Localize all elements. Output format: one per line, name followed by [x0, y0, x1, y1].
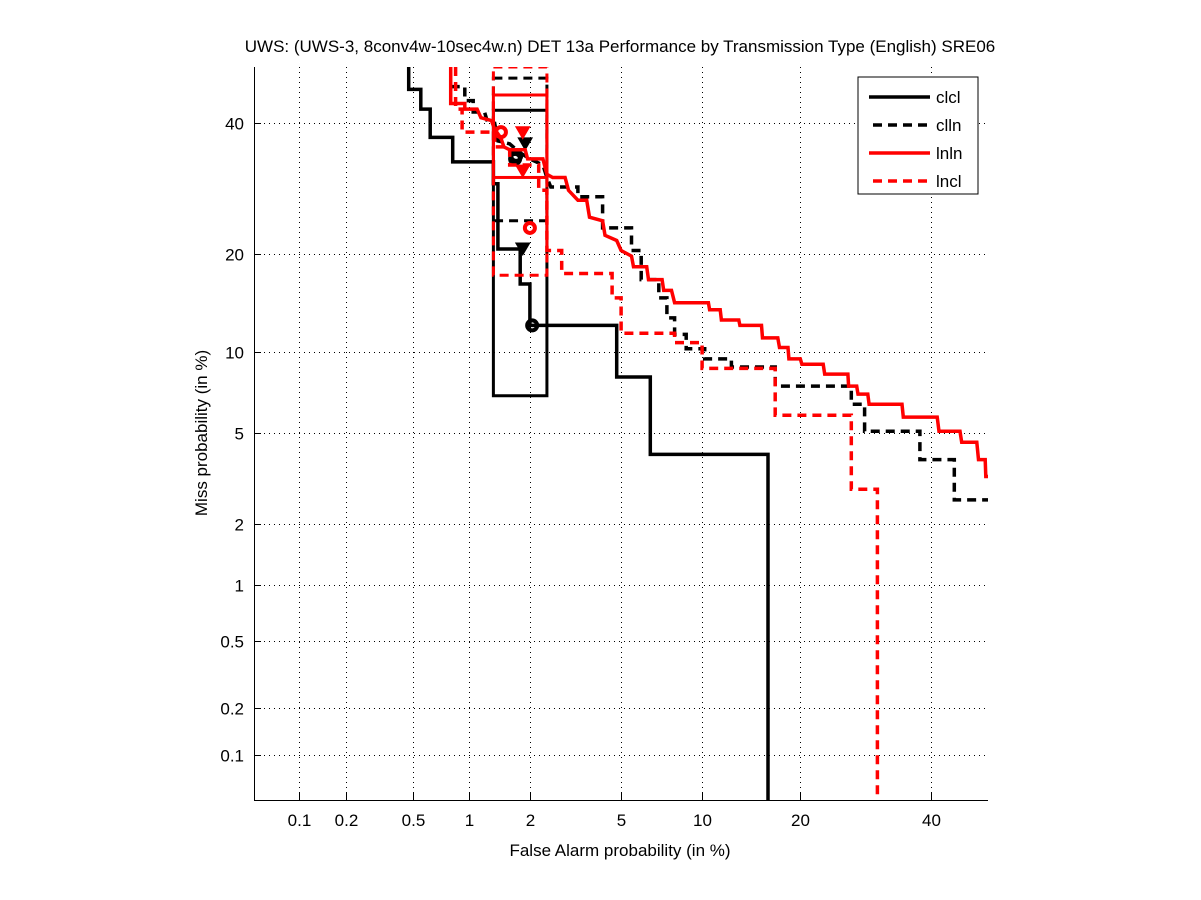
- curve-lncl: [453, 67, 880, 800]
- legend: clcl clln lnln lncl: [857, 76, 979, 195]
- confidence-box-lncl: [491, 67, 549, 277]
- marker-triangle-lncl: [514, 164, 531, 179]
- y-tick-label: 0.1: [220, 747, 244, 766]
- y-tick-label: 2: [235, 516, 244, 535]
- x-tick-label: 2: [526, 811, 535, 830]
- legend-label-clcl: clcl: [936, 88, 961, 107]
- y-tick-label: 10: [225, 344, 244, 363]
- x-tick-label: 0.2: [335, 811, 359, 830]
- x-tick-label: 0.1: [288, 811, 312, 830]
- grid-lines: [254, 67, 988, 800]
- x-tick-label: 0.5: [402, 811, 426, 830]
- x-axis-label: False Alarm probability (in %): [509, 841, 730, 860]
- x-tick-label: 20: [791, 811, 810, 830]
- legend-label-clln: clln: [936, 116, 962, 135]
- x-axis-ticks: 0.1 0.2 0.5 1 2 5 10 20 40: [288, 793, 941, 830]
- chart-title: UWS: (UWS-3, 8conv4w-10sec4w.n) DET 13a …: [245, 37, 996, 56]
- series-lncl: [453, 67, 880, 800]
- y-tick-label: 5: [235, 425, 244, 444]
- y-tick-label: 20: [225, 246, 244, 265]
- marker-triangle-lnln: [514, 126, 531, 140]
- legend-label-lncl: lncl: [936, 172, 962, 191]
- y-tick-label: 1: [235, 577, 244, 596]
- x-tick-label: 5: [617, 811, 626, 830]
- curve-lnln: [448, 67, 988, 479]
- y-tick-label: 40: [225, 115, 244, 134]
- marker-triangle-clcl: [514, 242, 531, 256]
- curve-clcl: [406, 67, 770, 800]
- marker-circle-lncl: [522, 220, 537, 235]
- y-tick-label: 0.5: [220, 633, 244, 652]
- series-layer: [406, 67, 988, 800]
- x-tick-label: 40: [922, 811, 941, 830]
- y-axis-ticks: 0.1 0.2 0.5 1 2 5 10 20 40: [220, 115, 261, 766]
- y-axis-label: Miss probability (in %): [192, 350, 211, 516]
- marker-circle-lnln: [493, 125, 508, 140]
- x-tick-label: 10: [693, 811, 712, 830]
- y-tick-label: 0.2: [220, 700, 244, 719]
- x-tick-label: 1: [465, 811, 474, 830]
- marker-triangle-clln: [517, 137, 534, 151]
- legend-label-lnln: lnln: [936, 144, 962, 163]
- marker-circle-clcl: [525, 318, 540, 333]
